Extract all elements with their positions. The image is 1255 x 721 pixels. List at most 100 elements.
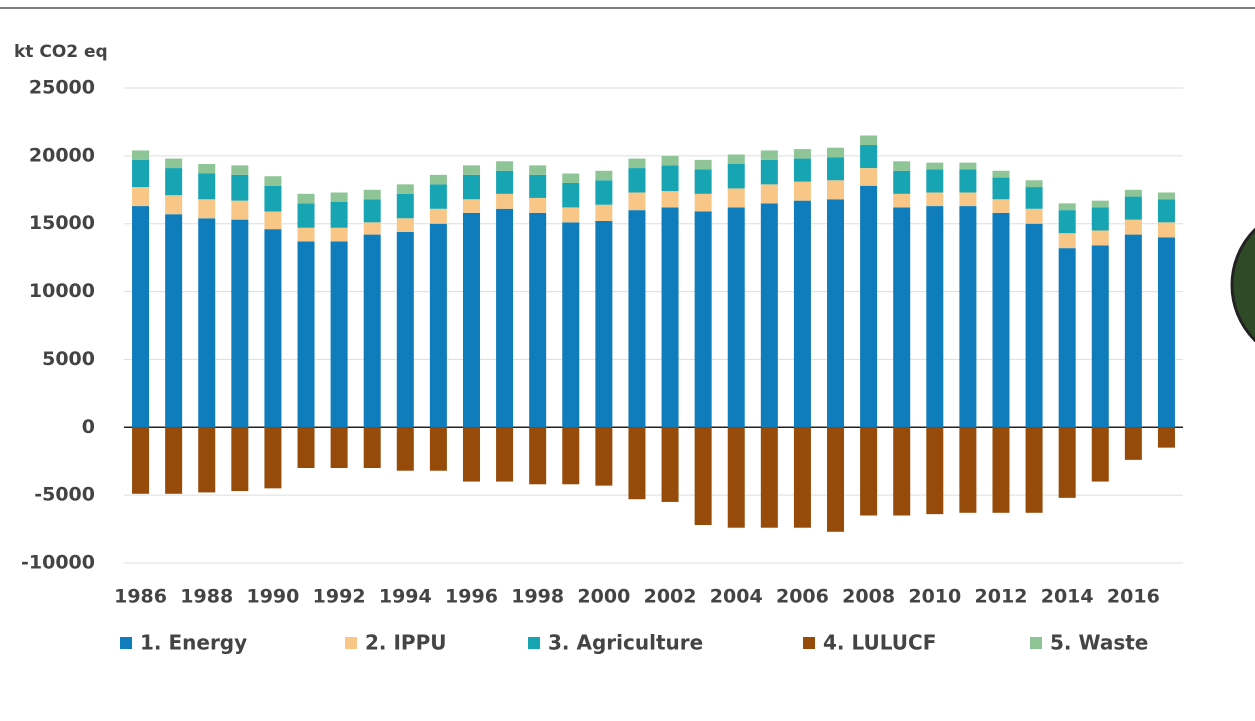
bar-segment — [760, 184, 778, 204]
bar-segment — [363, 189, 381, 200]
bar-segment — [396, 427, 414, 471]
bar-segment — [496, 208, 514, 428]
bar-segment — [628, 427, 646, 500]
x-tick-label: 1986 — [114, 586, 167, 608]
bar-segment — [297, 227, 315, 242]
bar-segment — [429, 208, 447, 224]
legend-swatch — [120, 637, 132, 649]
bar-segment — [727, 427, 745, 528]
x-tick-label: 2012 — [975, 586, 1028, 608]
bar-segment — [231, 174, 249, 201]
bar-segment — [793, 149, 811, 159]
bar-segment — [1157, 199, 1175, 223]
bar-segment — [132, 150, 150, 160]
bar-segment — [793, 158, 811, 182]
bar-segment — [827, 180, 845, 200]
bar-segment — [595, 170, 613, 181]
bar-segment — [926, 169, 944, 193]
bar-segment — [264, 427, 282, 489]
bar-segment — [1124, 427, 1142, 460]
bar-segment — [529, 165, 547, 175]
y-tick-label: -10000 — [21, 552, 95, 574]
bar-segment — [1091, 427, 1109, 482]
bar-segment — [628, 158, 646, 169]
bar-segment — [529, 427, 547, 485]
bar-segment — [1025, 208, 1043, 224]
legend-label: 4. LULUCF — [823, 631, 936, 655]
bar-segment — [893, 427, 911, 516]
bar-segment — [231, 200, 249, 220]
x-tick-label: 2014 — [1041, 586, 1094, 608]
bar-segment — [1058, 427, 1076, 498]
bar-segment — [429, 223, 447, 428]
x-tick-label: 1988 — [180, 586, 233, 608]
bar-segment — [462, 427, 480, 482]
bar-segment — [165, 168, 183, 196]
bar-segment — [992, 170, 1010, 178]
bar-segment — [1058, 248, 1076, 428]
bar-segment — [330, 192, 348, 202]
bar-segment — [827, 147, 845, 158]
bar-segment — [694, 159, 712, 170]
bar-segment — [231, 427, 249, 492]
bar-segment — [893, 161, 911, 171]
bar-segment — [595, 204, 613, 221]
bar-segment — [595, 427, 613, 486]
bar-segment — [330, 427, 348, 468]
bar-segment — [860, 185, 878, 428]
bar-segment — [926, 162, 944, 170]
y-tick-label: 5000 — [42, 348, 95, 370]
y-tick-label: 20000 — [29, 144, 95, 166]
bar-segment — [1157, 192, 1175, 200]
bar-segment — [827, 157, 845, 181]
bar-segment — [760, 159, 778, 185]
bar-segment — [694, 427, 712, 525]
bar-segment — [1058, 203, 1076, 211]
x-tick-label: 2006 — [776, 586, 829, 608]
bar-segment — [264, 211, 282, 230]
bar-segment — [992, 177, 1010, 200]
x-tick-label: 1992 — [313, 586, 366, 608]
bar-segment — [396, 184, 414, 194]
bar-segment — [165, 427, 183, 494]
bar-segment — [496, 161, 514, 171]
bar-segment — [694, 193, 712, 212]
bar-segment — [132, 427, 150, 494]
bar-segment — [1091, 245, 1109, 428]
bar-segment — [231, 219, 249, 428]
bar-segment — [1058, 210, 1076, 234]
bar-segment — [959, 206, 977, 428]
bar-segment — [330, 202, 348, 228]
bar-segment — [860, 427, 878, 516]
bar-segment — [661, 427, 679, 502]
y-tick-label: 25000 — [29, 77, 95, 99]
bar-segment — [462, 212, 480, 428]
bar-segment — [793, 181, 811, 201]
bar-segment — [165, 158, 183, 169]
bar-segment — [595, 180, 613, 205]
bar-segment — [429, 184, 447, 209]
legend-swatch — [345, 637, 357, 649]
bar-segment — [1025, 223, 1043, 428]
bar-segment — [1124, 219, 1142, 235]
x-tick-label: 1998 — [511, 586, 564, 608]
bar-segment — [297, 241, 315, 428]
x-tick-label: 1994 — [379, 586, 432, 608]
bar-segment — [992, 427, 1010, 513]
bar-segment — [132, 159, 150, 188]
bar-segment — [1025, 187, 1043, 209]
bar-segment — [562, 222, 580, 428]
bar-segment — [959, 169, 977, 193]
bar-segment — [727, 154, 745, 164]
bar-segment — [462, 165, 480, 175]
bar-segment — [462, 174, 480, 200]
bar-segment — [132, 206, 150, 428]
legend-label: 1. Energy — [140, 631, 247, 655]
bar-segment — [198, 199, 216, 219]
bar-segment — [496, 427, 514, 482]
bar-segment — [330, 241, 348, 428]
bar-segment — [1157, 427, 1175, 448]
bar-segment — [628, 192, 646, 211]
bar-segment — [992, 199, 1010, 213]
